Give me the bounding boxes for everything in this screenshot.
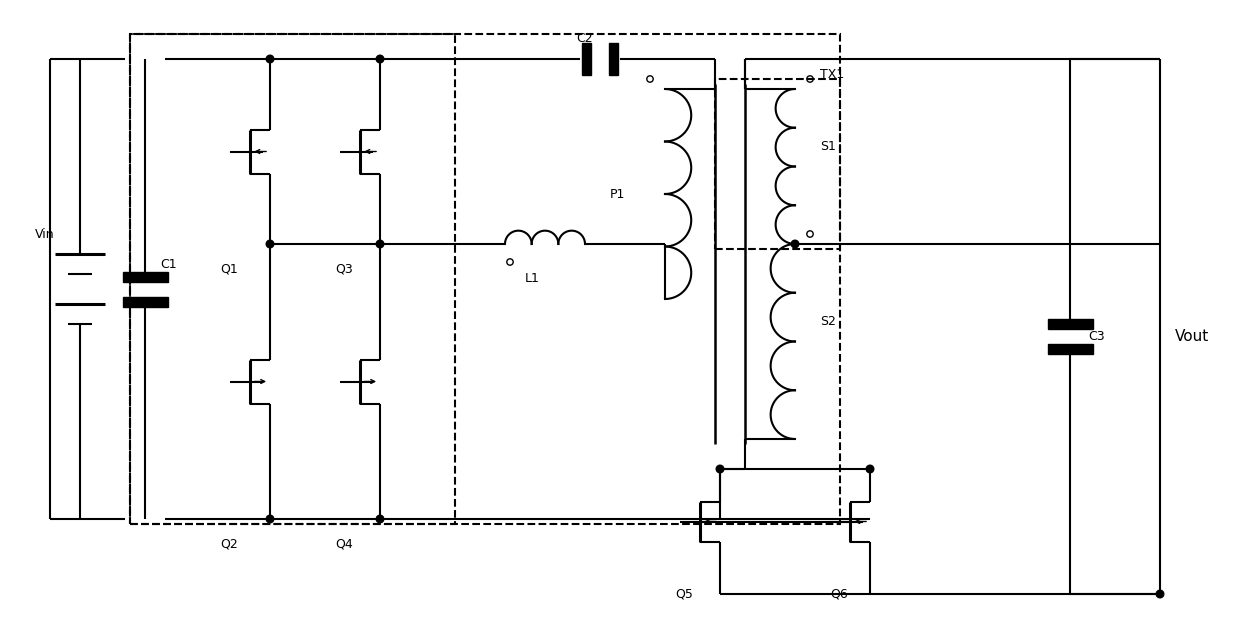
- Circle shape: [717, 465, 724, 473]
- Circle shape: [1156, 590, 1164, 598]
- Text: Q2: Q2: [219, 538, 238, 550]
- Bar: [1048, 344, 1092, 354]
- Bar: [130, 34, 455, 524]
- Circle shape: [867, 465, 874, 473]
- Text: C3: C3: [1087, 330, 1105, 343]
- Text: Q6: Q6: [830, 587, 848, 601]
- Text: L1: L1: [525, 272, 539, 286]
- Text: C1: C1: [160, 257, 176, 270]
- Circle shape: [267, 515, 274, 523]
- Bar: [123, 296, 167, 306]
- Text: Vout: Vout: [1176, 329, 1209, 344]
- Circle shape: [791, 240, 799, 248]
- Bar: [609, 43, 618, 75]
- Bar: [123, 272, 167, 282]
- Text: S1: S1: [820, 140, 836, 153]
- Text: P1: P1: [610, 187, 625, 201]
- Text: Q1: Q1: [219, 262, 238, 276]
- Text: Q4: Q4: [335, 538, 352, 550]
- Text: C2: C2: [577, 33, 593, 45]
- Circle shape: [376, 240, 384, 248]
- Bar: [715, 79, 839, 249]
- Text: Vin: Vin: [35, 228, 55, 240]
- Text: Q5: Q5: [675, 587, 693, 601]
- Bar: [130, 34, 839, 524]
- Text: TX1: TX1: [820, 67, 844, 81]
- Circle shape: [267, 55, 274, 63]
- Circle shape: [267, 240, 274, 248]
- Bar: [1048, 319, 1092, 329]
- Text: Q3: Q3: [335, 262, 352, 276]
- Circle shape: [376, 55, 384, 63]
- Text: S2: S2: [820, 315, 836, 328]
- Bar: [582, 43, 591, 75]
- Circle shape: [376, 515, 384, 523]
